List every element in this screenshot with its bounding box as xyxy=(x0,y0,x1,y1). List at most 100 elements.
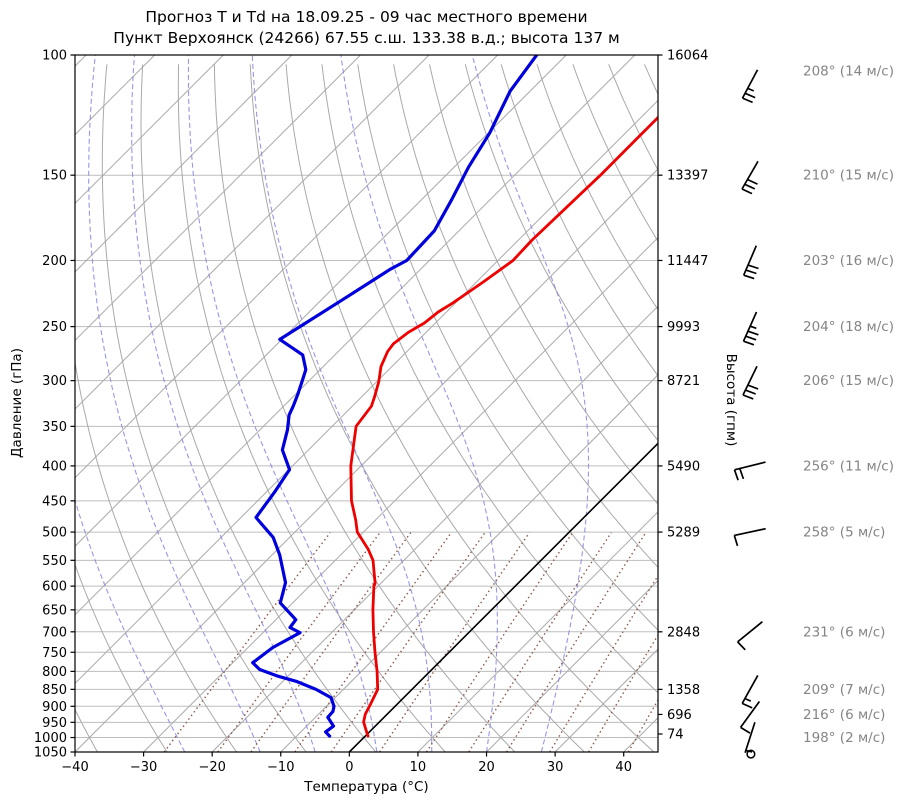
dry-adiabat-line xyxy=(321,64,658,694)
mixing-ratio-line xyxy=(425,532,574,752)
height-tick-label: 13397 xyxy=(667,169,708,184)
pressure-tick-label: 950 xyxy=(42,716,67,731)
moist-adiabat-line xyxy=(187,55,378,752)
temperature-tick-label: 30 xyxy=(547,760,564,775)
pressure-tick-label: 200 xyxy=(42,254,67,269)
wind-label: 208° (14 м/с) xyxy=(803,64,894,80)
isotherm-gridline xyxy=(75,55,499,479)
moist-adiabat-line xyxy=(131,55,316,752)
wind-label: 256° (11 м/с) xyxy=(803,458,894,474)
plot-border xyxy=(74,54,659,753)
dry-adiabat-line xyxy=(213,64,516,752)
pressure-tick-label: 1050 xyxy=(34,746,67,761)
dry-adiabat-line xyxy=(393,64,658,568)
moist-adiabat-line xyxy=(471,55,590,752)
dry-adiabat-line xyxy=(177,64,446,752)
height-tick-label: 5490 xyxy=(667,459,700,474)
dry-adiabat-line xyxy=(285,64,655,752)
zero-isotherm-line xyxy=(348,442,658,752)
isotherm-gridline xyxy=(143,236,658,752)
pressure-tick-label: 700 xyxy=(42,625,67,640)
mixing-ratio-line xyxy=(163,532,331,752)
moist-adiabat-line xyxy=(251,55,433,752)
isotherm-gridline xyxy=(75,55,430,410)
moist-adiabat-line xyxy=(75,498,186,752)
temperature-tick-label: −10 xyxy=(267,760,294,775)
wind-label: 203° (16 м/с) xyxy=(803,253,894,269)
wind-barb-icon xyxy=(742,365,759,400)
chart-title-line2: Пункт Верхоянск (24266) 67.55 с.ш. 133.3… xyxy=(113,29,620,47)
wind-barb-icon xyxy=(739,701,761,734)
dry-adiabat-line xyxy=(357,64,658,631)
temperature-tick-label: 20 xyxy=(478,760,495,775)
wind-barb-icon xyxy=(741,69,759,104)
height-tick-label: 16064 xyxy=(667,49,708,64)
pressure-tick-label: 250 xyxy=(42,320,67,335)
height-tick-label: 2848 xyxy=(667,625,700,640)
pressure-tick-label: 350 xyxy=(42,420,67,435)
wind-barb-icon xyxy=(736,621,763,651)
pressure-tick-label: 600 xyxy=(42,580,67,595)
wind-label: 206° (15 м/с) xyxy=(803,373,894,389)
wind-label: 198° (2 м/с) xyxy=(803,730,885,746)
wind-barb-icon xyxy=(742,245,759,280)
wind-label: 204° (18 м/с) xyxy=(803,319,894,335)
temperature-axis-label: Температура (°C) xyxy=(304,779,429,795)
isotherm-gridline xyxy=(75,168,658,752)
pressure-tick-label: 850 xyxy=(42,683,67,698)
pressure-tick-label: 650 xyxy=(42,603,67,618)
dry-adiabat-line xyxy=(75,563,168,752)
isotherm-gridline xyxy=(75,99,658,685)
dry-adiabat-line xyxy=(101,64,307,752)
dry-adiabat-line xyxy=(464,64,658,442)
pressure-tick-label: 100 xyxy=(42,49,67,64)
moist-adiabat-line xyxy=(88,55,261,752)
dry-adiabat-line xyxy=(536,64,658,311)
mixing-ratio-line xyxy=(250,532,412,752)
isotherm-gridline xyxy=(486,579,658,752)
wind-label: 231° (6 м/с) xyxy=(803,624,885,640)
height-tick-label: 74 xyxy=(667,728,684,743)
pressure-tick-label: 1000 xyxy=(34,731,67,746)
isotherm-gridline xyxy=(75,55,636,616)
pressure-tick-label: 550 xyxy=(42,554,67,569)
dry-adiabat-line xyxy=(75,359,237,752)
dry-adiabat-line xyxy=(500,64,658,377)
mixing-ratio-line xyxy=(217,532,381,752)
temperature-tick-label: −40 xyxy=(61,760,88,775)
wind-barb-icon xyxy=(744,722,756,759)
wind-barb-icon xyxy=(742,311,759,346)
isotherm-gridline xyxy=(75,55,224,205)
isotherm-gridline xyxy=(623,716,658,752)
pressure-axis-label: Давление (гПа) xyxy=(9,348,25,458)
pressure-tick-label: 300 xyxy=(42,374,67,389)
wind-label: 210° (15 м/с) xyxy=(803,168,894,184)
wind-barb-icon xyxy=(741,674,759,709)
isotherm-gridline xyxy=(75,55,361,342)
isotherm-gridline xyxy=(75,55,293,273)
isotherm-gridline xyxy=(348,442,658,752)
isotherm-gridline xyxy=(75,55,567,547)
wind-barb-icon xyxy=(733,461,766,481)
dry-adiabat-line xyxy=(140,64,377,752)
pressure-tick-label: 400 xyxy=(42,459,67,474)
temperature-tick-label: −20 xyxy=(198,760,225,775)
pressure-tick-label: 800 xyxy=(42,665,67,680)
wind-barb-glyph xyxy=(741,69,759,104)
calm-wind-circle-icon xyxy=(746,749,756,759)
wind-label: 258° (5 м/с) xyxy=(803,525,885,541)
height-tick-label: 8721 xyxy=(667,374,700,389)
dry-adiabat-line xyxy=(572,64,658,243)
isotherm-gridline xyxy=(211,305,658,752)
wind-barb-icon xyxy=(733,527,766,547)
wind-label: 209° (7 м/с) xyxy=(803,682,885,698)
height-tick-label: 9993 xyxy=(667,320,700,335)
pressure-tick-label: 150 xyxy=(42,169,67,184)
wind-barb-glyph xyxy=(742,245,759,280)
wind-barb-glyph xyxy=(739,701,761,734)
mixing-ratio-line xyxy=(379,532,531,752)
pressure-tick-label: 450 xyxy=(42,494,67,509)
wind-barb-glyph xyxy=(736,621,763,651)
mixing-ratio-line xyxy=(505,532,647,752)
